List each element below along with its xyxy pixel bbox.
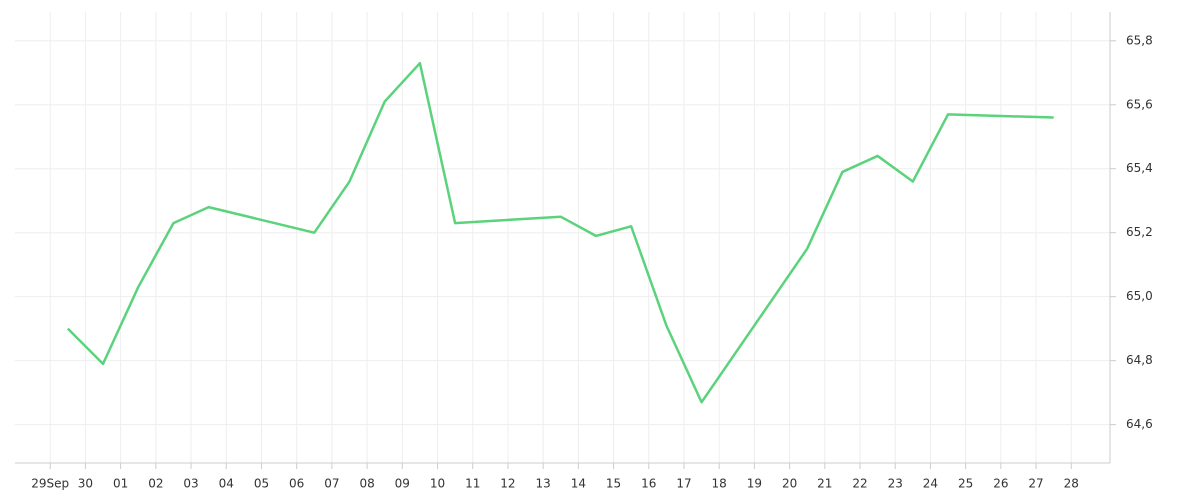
x-tick-label: 22 bbox=[852, 477, 867, 491]
y-tick-label: 65,8 bbox=[1126, 33, 1153, 47]
x-tick-label: 25 bbox=[958, 477, 973, 491]
y-tick-label: 65,2 bbox=[1126, 225, 1153, 239]
x-tick-label: 13 bbox=[535, 477, 550, 491]
x-tick-label: 04 bbox=[219, 477, 234, 491]
x-tick-label: 08 bbox=[359, 477, 374, 491]
y-tick-label: 65,6 bbox=[1126, 97, 1153, 111]
x-tick-label: 30 bbox=[78, 477, 93, 491]
x-tick-label: 11 bbox=[465, 477, 480, 491]
y-tick-label: 64,8 bbox=[1126, 353, 1153, 367]
x-tick-label: 03 bbox=[183, 477, 198, 491]
x-tick-label: 15 bbox=[606, 477, 621, 491]
x-tick-label: 19 bbox=[747, 477, 762, 491]
x-tick-label: 18 bbox=[712, 477, 727, 491]
x-tick-label: 21 bbox=[817, 477, 832, 491]
x-tick-label: 20 bbox=[782, 477, 797, 491]
x-tick-label: 26 bbox=[993, 477, 1008, 491]
x-tick-label: 06 bbox=[289, 477, 304, 491]
x-tick-label: 10 bbox=[430, 477, 445, 491]
y-tick-label: 64,6 bbox=[1126, 417, 1153, 431]
y-tick-label: 65,0 bbox=[1126, 289, 1153, 303]
x-tick-label: 17 bbox=[676, 477, 691, 491]
x-tick-label: 02 bbox=[148, 477, 163, 491]
x-tick-label: 16 bbox=[641, 477, 656, 491]
y-tick-label: 65,4 bbox=[1126, 161, 1153, 175]
x-tick-label: 27 bbox=[1028, 477, 1043, 491]
x-tick-label: 29Sep bbox=[31, 477, 69, 491]
x-tick-label: 23 bbox=[888, 477, 903, 491]
x-tick-label: 14 bbox=[571, 477, 586, 491]
x-tick-label: 01 bbox=[113, 477, 128, 491]
x-tick-label: 05 bbox=[254, 477, 269, 491]
x-tick-label: 24 bbox=[923, 477, 938, 491]
line bbox=[66, 61, 1054, 404]
x-tick-label: 28 bbox=[1064, 477, 1079, 491]
x-tick-label: 12 bbox=[500, 477, 515, 491]
x-tick-label: 09 bbox=[395, 477, 410, 491]
x-tick-label: 07 bbox=[324, 477, 339, 491]
